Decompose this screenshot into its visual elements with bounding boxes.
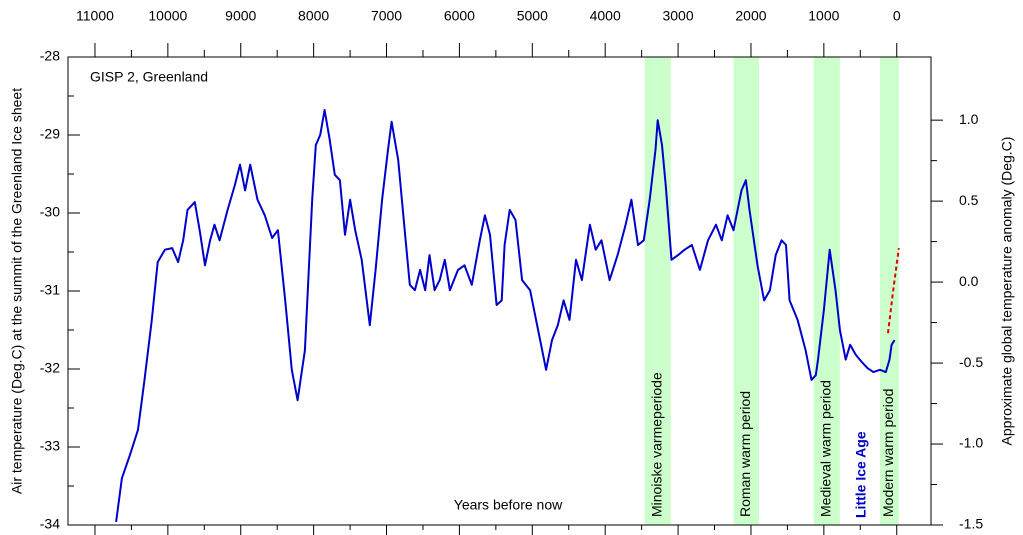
y2-tick-label: -1.0	[959, 435, 983, 451]
temperature-line	[115, 109, 896, 523]
band-label: Minoiske varmeperiode	[648, 372, 664, 517]
plot-area	[68, 57, 931, 525]
x-tick-label: 2000	[735, 8, 766, 24]
y-tick-label: -30	[40, 204, 60, 220]
y2-axis-title: Approximate global temperature anomaly (…	[999, 137, 1015, 446]
band-label: Medieval warm period	[817, 380, 833, 517]
little-ice-age-label: Little Ice Age	[853, 431, 869, 518]
y-tick-label: -34	[40, 516, 60, 532]
band-label: Modern warm period	[880, 389, 896, 517]
x-tick-label: 11000	[76, 8, 114, 24]
y-tick-label: -31	[40, 282, 60, 298]
y2-tick-label: -0.5	[959, 354, 983, 370]
y-axis-title: Air temperature (Deg.C) at the summit of…	[9, 88, 25, 494]
y2-tick-label: 1.0	[959, 111, 979, 127]
x-tick-label: 3000	[662, 8, 693, 24]
warm-period-band	[644, 57, 671, 525]
x-tick-label: 0	[893, 8, 901, 24]
x-tick-label: 1000	[808, 8, 839, 24]
x-axis-title: Years before now	[454, 497, 563, 513]
y2-tick-label: -1.5	[959, 516, 983, 532]
y-tick-label: -29	[40, 126, 60, 142]
y-tick-label: -33	[40, 438, 60, 454]
x-tick-label: 6000	[444, 8, 475, 24]
y-tick-label: -32	[40, 360, 60, 376]
x-tick-label: 7000	[371, 8, 402, 24]
warm-period-band	[733, 57, 759, 525]
x-tick-label: 10000	[148, 8, 187, 24]
location-label: GISP 2, Greenland	[90, 69, 208, 85]
y2-tick-label: 0.5	[959, 192, 979, 208]
x-tick-label: 9000	[225, 8, 256, 24]
x-tick-label: 8000	[298, 8, 329, 24]
x-tick-label: 5000	[517, 8, 548, 24]
band-label: Roman warm period	[737, 391, 753, 517]
temperature-line	[887, 247, 900, 334]
y2-tick-label: 0.0	[959, 273, 979, 289]
x-tick-label: 4000	[590, 8, 621, 24]
warm-period-band	[879, 57, 899, 525]
y-tick-label: -28	[40, 48, 60, 64]
